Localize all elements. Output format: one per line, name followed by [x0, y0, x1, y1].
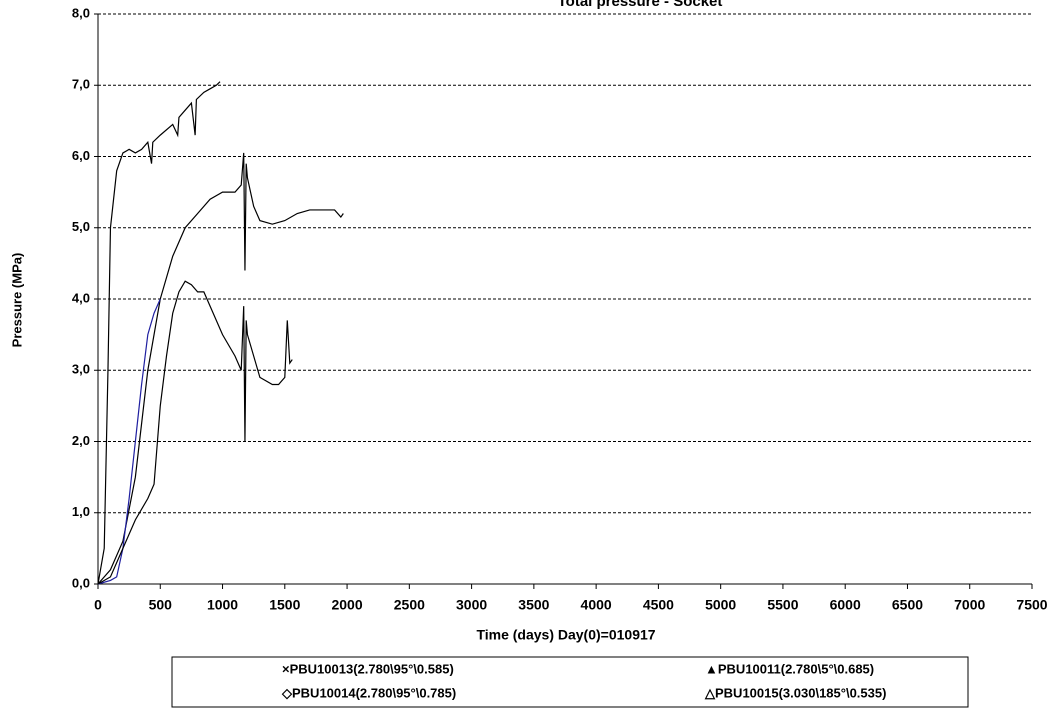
y-tick-label: 2,0 [72, 433, 90, 448]
legend-entry: ▲PBU10011(2.780\5°\0.685) [705, 661, 874, 676]
x-tick-label: 3500 [518, 597, 549, 613]
series-line [97, 280, 293, 585]
y-tick-label: 5,0 [72, 219, 90, 234]
x-tick-label: 1000 [207, 597, 238, 613]
y-tick-label: 3,0 [72, 362, 90, 377]
x-tick-label: 6500 [892, 597, 923, 613]
y-tick-label: 6,0 [72, 148, 90, 163]
x-tick-label: 2500 [394, 597, 425, 613]
x-axis-label: Time (days) Day(0)=010917 [476, 627, 655, 643]
x-tick-label: 4000 [581, 597, 612, 613]
series-line [97, 81, 221, 585]
x-tick-label: 3000 [456, 597, 487, 613]
y-tick-label: 1,0 [72, 504, 90, 519]
y-tick-label: 8,0 [72, 5, 90, 20]
x-tick-label: 5500 [767, 597, 798, 613]
chart-title: Total pressure - Socket [558, 0, 723, 10]
x-tick-label: 5000 [705, 597, 736, 613]
x-tick-label: 2000 [331, 597, 362, 613]
series-line [97, 298, 161, 585]
y-tick-label: 0,0 [72, 575, 90, 590]
x-tick-label: 1500 [269, 597, 300, 613]
legend-entry: ×PBU10013(2.780\95°\0.585) [282, 661, 454, 676]
series-line [97, 152, 344, 585]
legend-box [171, 656, 969, 708]
x-tick-label: 6000 [830, 597, 861, 613]
x-tick-label: 500 [149, 597, 173, 613]
x-tick-label: 7500 [1016, 597, 1047, 613]
y-tick-label: 7,0 [72, 77, 90, 92]
x-tick-label: 7000 [954, 597, 985, 613]
x-tick-label: 4500 [643, 597, 674, 613]
legend-entry: △PBU10015(3.030\185°\0.535) [704, 685, 886, 700]
y-tick-label: 4,0 [72, 290, 90, 305]
legend-entry: ◇PBU10014(2.780\95°\0.785) [281, 685, 456, 700]
x-tick-label: 0 [94, 597, 102, 613]
y-axis-label: Pressure (MPa) [9, 253, 24, 348]
